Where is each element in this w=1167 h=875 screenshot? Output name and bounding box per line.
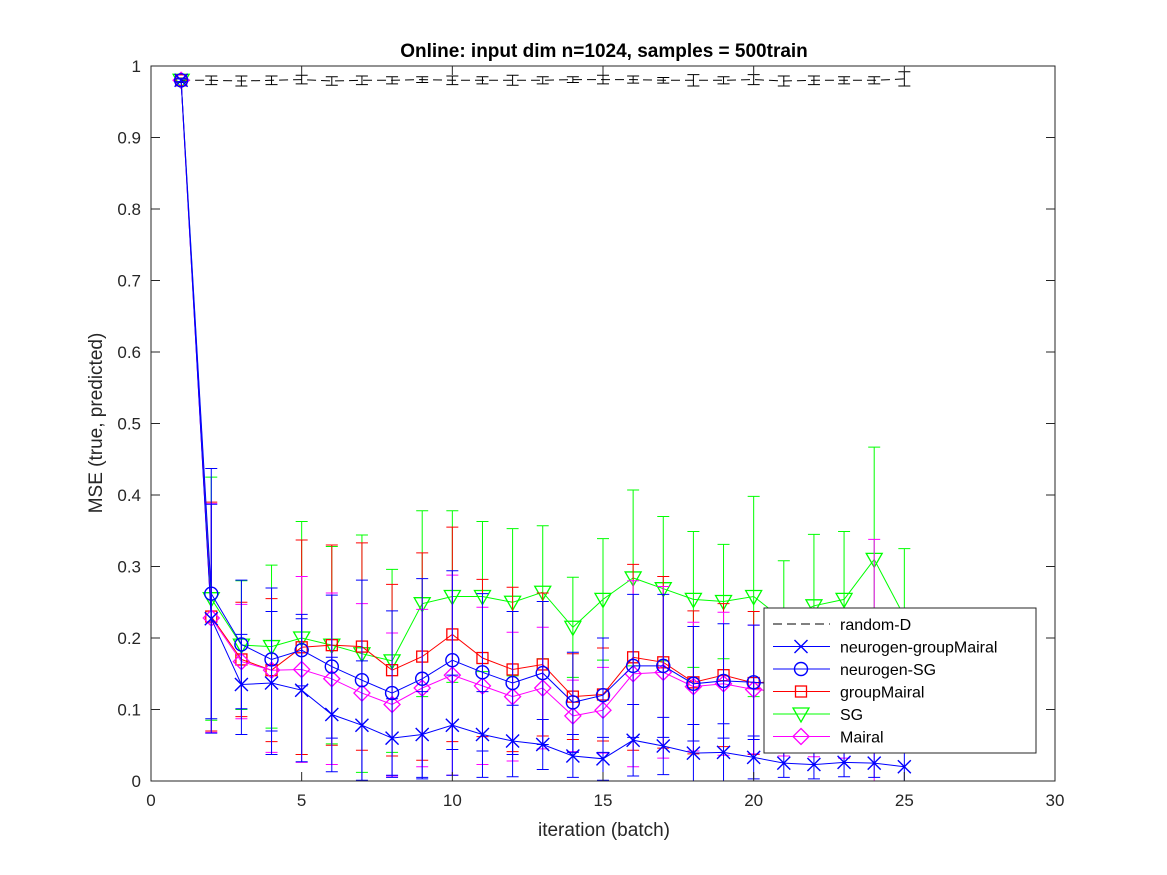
neurogen-groupmairal-point-10 (445, 718, 460, 733)
random-d-errorbar-19 (717, 76, 730, 85)
neurogen-groupmairal-point-8 (385, 731, 400, 746)
legend-label-neurogen-sg: neurogen-SG (840, 662, 936, 679)
legend-entry-neurogen-sg: neurogen-SG (773, 661, 936, 679)
y-tick-label-3: 0.3 (117, 558, 141, 577)
x-tick-label-0: 0 (146, 791, 155, 810)
neurogen-sg-point-9 (415, 671, 430, 686)
neurogen-sg-point-14 (565, 695, 581, 710)
neurogen-groupmairal-point-3 (234, 677, 249, 692)
neurogen-groupmairal-point-2 (204, 611, 219, 626)
x-axis: 0 5 10 15 20 25 30 (146, 66, 1064, 810)
legend-label-random-d: random-D (840, 617, 911, 634)
x-tick-label-6: 30 (1046, 791, 1065, 810)
legend-label-sg: SG (840, 707, 863, 724)
neurogen-sg-point-18 (686, 676, 701, 691)
sg-point-20 (744, 589, 763, 606)
series-random-d (175, 71, 911, 87)
legend-entry-neurogen-groupmairal: neurogen-groupMairal (773, 640, 997, 657)
neurogen-groupmairal-point-4 (264, 676, 279, 691)
neurogen-groupmairal-point-16 (626, 733, 641, 748)
neurogen-sg-point-15 (595, 688, 611, 703)
legend-entry-mairal: Mairal (773, 727, 884, 747)
neurogen-groupmairal-point-6 (324, 707, 339, 722)
neurogen-groupmairal-point-24 (867, 756, 882, 771)
sg-point-15 (593, 592, 613, 609)
x-tick-label-2: 10 (443, 791, 462, 810)
y-tick-label-2: 0.2 (117, 629, 141, 648)
neurogen-sg-point-11 (475, 665, 490, 680)
neurogen-groupmairal-point-22 (806, 757, 821, 772)
y-tick-label-6: 0.6 (117, 343, 141, 362)
neurogen-groupmairal-point-5 (294, 683, 309, 698)
legend-marker-neurogen-groupmairal (794, 639, 808, 654)
chart-title: Online: input dim n=1024, samples = 500t… (400, 41, 808, 62)
legend-entry-groupmairal: groupMairal (773, 685, 924, 702)
neurogen-groupmairal-point-17 (656, 738, 671, 753)
y-tick-label-7: 0.7 (117, 272, 141, 291)
neurogen-groupmairal-point-21 (776, 756, 791, 771)
y-axis: 0 0.1 0.2 0.3 0.4 0.5 0.6 0.7 0.8 0.9 1 (117, 57, 1055, 791)
neurogen-sg-point-13 (535, 665, 550, 681)
neurogen-groupmairal-point-1 (174, 73, 189, 88)
legend-box (763, 607, 1037, 754)
y-tick-label-10: 1 (132, 57, 141, 76)
y-tick-label-1: 0.1 (117, 701, 141, 720)
neurogen-groupmairal-point-23 (837, 755, 852, 770)
neurogen-groupmairal-point-12 (505, 733, 520, 748)
sg-point-23 (834, 592, 854, 609)
neurogen-groupmairal-point-14 (565, 748, 580, 763)
legend-marker-groupmairal (794, 685, 808, 698)
random-d-errorbar-6 (325, 76, 338, 86)
random-d-errorbar-14 (566, 76, 579, 83)
x-tick-label-3: 15 (594, 791, 613, 810)
legend-label-groupmairal: groupMairal (840, 685, 924, 702)
y-tick-label-9: 0.9 (117, 129, 141, 148)
y-tick-label-0: 0 (132, 772, 141, 791)
x-axis-label: iteration (batch) (538, 820, 670, 841)
legend-marker-sg (791, 707, 811, 724)
random-d-errorbar-7 (355, 75, 368, 86)
sg-point-18 (684, 592, 703, 609)
legend-entry-random-d: random-D (773, 617, 911, 634)
neurogen-sg-point-20 (746, 675, 761, 690)
neurogen-sg-point-19 (716, 673, 731, 689)
sg-point-19 (714, 594, 733, 611)
random-d-errorbar-13 (536, 76, 549, 85)
legend-label-mairal: Mairal (840, 730, 884, 747)
y-tick-label-5: 0.5 (117, 415, 141, 434)
sg-point-14 (563, 620, 582, 637)
legend: random-D neurogen-groupMairal neurogen-SG g… (763, 607, 1037, 754)
y-tick-label-4: 0.4 (117, 486, 141, 505)
x-tick-label-1: 5 (297, 791, 306, 810)
x-tick-label-5: 25 (895, 791, 914, 810)
neurogen-groupmairal-point-9 (415, 727, 430, 742)
legend-entry-sg: SG (773, 707, 863, 724)
random-d-errorbar-12 (506, 74, 519, 86)
neurogen-groupmairal-point-7 (354, 718, 369, 733)
sg-point-22 (804, 599, 824, 616)
neurogen-sg-point-16 (625, 658, 641, 674)
neurogen-sg-point-17 (656, 658, 671, 674)
y-axis-label: MSE (true, predicted) (86, 333, 107, 514)
random-d-line (181, 78, 905, 82)
neurogen-sg-point-10 (445, 652, 460, 668)
x-tick-label-4: 20 (744, 791, 763, 810)
neurogen-groupmairal-point-25 (897, 759, 912, 774)
neurogen-groupmairal-point-15 (596, 751, 610, 766)
neurogen-groupmairal-point-18 (686, 746, 701, 761)
legend-marker-neurogen-sg (793, 661, 809, 677)
y-tick-label-8: 0.8 (117, 200, 141, 219)
neurogen-sg-point-12 (505, 675, 520, 691)
legend-marker-mairal (792, 727, 810, 746)
legend-label-neurogen-groupmairal: neurogen-groupMairal (840, 640, 997, 657)
neurogen-groupmairal-point-13 (535, 737, 550, 752)
neurogen-groupmairal-point-19 (716, 745, 731, 760)
neurogen-groupmairal-point-11 (475, 727, 490, 742)
neurogen-groupmairal-point-20 (746, 750, 761, 765)
